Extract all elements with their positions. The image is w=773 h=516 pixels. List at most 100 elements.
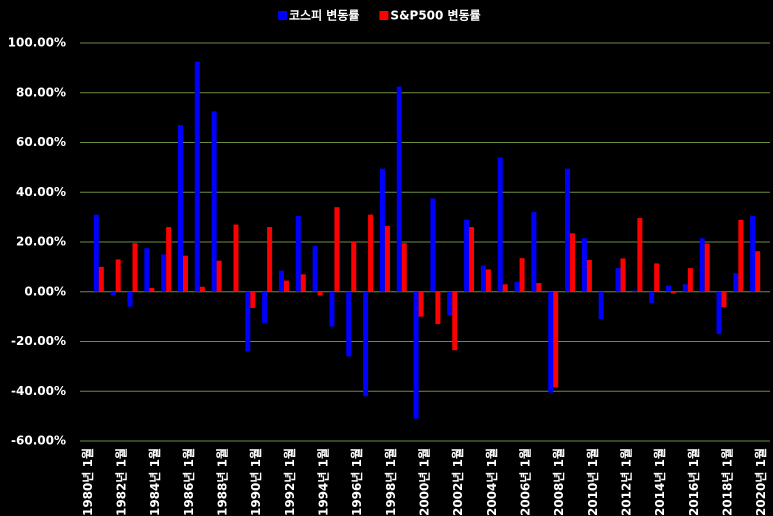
bar — [480, 265, 486, 292]
y-tick-label: 20.00% — [16, 235, 66, 249]
bar — [469, 227, 475, 292]
bar — [334, 207, 340, 292]
bar — [115, 259, 121, 292]
bar — [733, 273, 739, 292]
bar — [637, 218, 643, 292]
legend-label: S&P500 변동률 — [390, 8, 480, 23]
bar — [166, 227, 172, 292]
x-tick-label: 1996년 1월 — [349, 448, 364, 516]
bar — [620, 258, 626, 292]
bar — [351, 242, 357, 292]
x-tick-label: 2002년 1월 — [450, 448, 465, 516]
bar — [570, 233, 576, 292]
x-tick-label: 2014년 1월 — [652, 448, 667, 516]
legend-swatch — [379, 11, 389, 20]
bar — [368, 214, 374, 292]
bar — [485, 269, 491, 292]
x-tick-label: 1990년 1월 — [248, 448, 263, 516]
bar — [721, 291, 727, 308]
bar — [396, 86, 402, 292]
bar — [149, 288, 155, 292]
bar — [199, 286, 205, 292]
bar — [262, 291, 268, 323]
y-tick-label: 40.00% — [16, 185, 66, 199]
bar — [418, 291, 424, 317]
bar — [127, 291, 133, 307]
bar — [161, 254, 167, 292]
bar — [283, 280, 289, 292]
bar — [312, 245, 318, 292]
bar — [110, 291, 116, 296]
bar — [447, 291, 453, 316]
bar — [278, 270, 284, 292]
bar — [317, 291, 323, 296]
bar — [401, 243, 407, 292]
bar — [553, 291, 559, 388]
bar — [598, 291, 604, 320]
x-tick-label: 1986년 1월 — [181, 448, 196, 516]
bar — [182, 255, 188, 292]
bar — [430, 198, 436, 292]
bar — [704, 243, 710, 292]
bar — [755, 251, 761, 292]
bar — [666, 285, 672, 292]
bar — [514, 281, 520, 292]
bar — [250, 291, 256, 308]
bar — [687, 268, 693, 292]
bar — [565, 168, 571, 292]
bar — [211, 111, 217, 292]
x-tick-label: 1984년 1월 — [147, 448, 162, 516]
bar — [245, 291, 251, 352]
x-tick-label: 2000년 1월 — [417, 448, 432, 516]
x-tick-label: 2016년 1월 — [686, 448, 701, 516]
x-tick-label: 2012년 1월 — [618, 448, 633, 516]
y-tick-label: -20.00% — [11, 334, 66, 348]
x-tick-label: 2006년 1월 — [517, 448, 532, 516]
x-tick-label: 1994년 1월 — [316, 448, 331, 516]
bar — [267, 227, 273, 292]
bar — [452, 291, 458, 351]
bar — [300, 274, 306, 292]
y-tick-label: 0.00% — [24, 284, 66, 298]
x-tick-label: 1992년 1월 — [282, 448, 297, 516]
x-tick-label: 1980년 1월 — [80, 448, 95, 516]
bar — [295, 215, 301, 292]
legend-swatch — [278, 11, 287, 20]
bar — [413, 291, 419, 419]
bar — [98, 266, 104, 292]
bar — [379, 168, 385, 292]
bar — [497, 157, 503, 292]
x-tick-label: 2018년 1월 — [719, 448, 734, 516]
bar — [531, 212, 537, 292]
x-tick-label: 1982년 1월 — [114, 448, 129, 516]
bar — [536, 283, 542, 292]
x-tick-label: 2010년 1월 — [585, 448, 600, 516]
bar — [615, 268, 621, 292]
y-tick-label: 100.00% — [8, 36, 66, 50]
bar — [632, 290, 638, 292]
bar — [144, 248, 150, 292]
y-tick-label: 60.00% — [16, 135, 66, 149]
y-tick-label: -60.00% — [11, 434, 66, 448]
bar — [363, 291, 369, 397]
bar — [93, 214, 99, 292]
x-tick-label: 1988년 1월 — [215, 448, 230, 516]
x-tick-label: 2008년 1월 — [551, 448, 566, 516]
bar — [519, 258, 525, 292]
bar — [654, 263, 660, 292]
bar — [581, 238, 587, 292]
bar — [177, 125, 183, 292]
y-tick-label: 80.00% — [16, 85, 66, 99]
bar — [502, 284, 508, 292]
bar — [586, 259, 592, 292]
bar — [682, 284, 688, 292]
bar — [132, 243, 138, 292]
bar — [750, 215, 756, 292]
bar — [194, 61, 200, 292]
bar — [233, 224, 239, 292]
y-tick-label: -40.00% — [11, 384, 66, 398]
bar — [649, 291, 655, 303]
bar — [464, 219, 470, 292]
legend-label: 코스피 변동률 — [289, 8, 359, 23]
